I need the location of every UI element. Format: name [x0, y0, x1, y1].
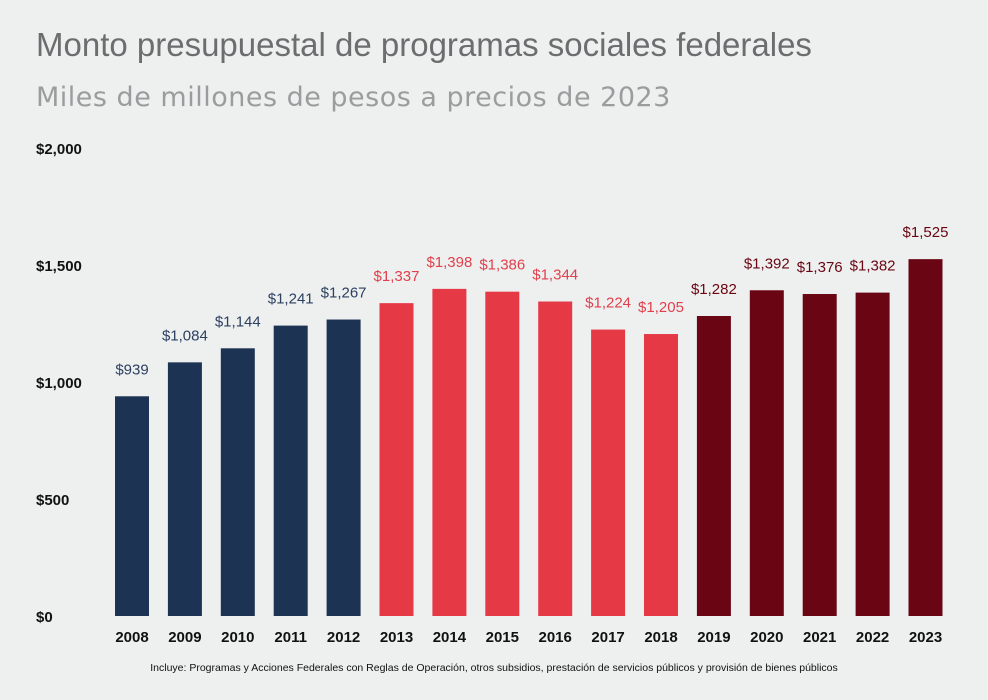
x-tick-label: 2008	[115, 629, 148, 646]
chart-title: Monto presupuestal de programas sociales…	[36, 26, 812, 63]
x-tick-label: 2010	[221, 629, 254, 646]
chart-note: Incluye: Programas y Acciones Federales …	[150, 662, 838, 674]
data-label-2017: $1,224	[585, 295, 631, 312]
x-tick-label: 2019	[697, 629, 730, 646]
x-tick-label: 2023	[909, 629, 942, 646]
data-label-2019: $1,282	[691, 281, 737, 298]
bar-2016	[538, 301, 573, 616]
x-tick-label: 2011	[274, 629, 307, 646]
data-label-2014: $1,398	[426, 254, 472, 271]
x-tick-label: 2018	[644, 629, 677, 646]
data-label-2008: $939	[115, 361, 148, 378]
data-label-2018: $1,205	[638, 299, 684, 316]
y-tick-label: $0	[36, 609, 53, 626]
x-tick-label: 2015	[486, 629, 519, 646]
x-tick-label: 2009	[168, 629, 201, 646]
data-label-2012: $1,267	[321, 285, 367, 302]
data-label-2022: $1,382	[850, 258, 896, 275]
bar-2021	[802, 294, 837, 616]
bar-2017	[591, 329, 626, 616]
data-label-2010: $1,144	[215, 313, 261, 330]
bar-2013	[379, 303, 414, 616]
data-label-2023: $1,525	[903, 224, 949, 241]
y-tick-label: $1,500	[36, 258, 82, 275]
bar-2018	[644, 334, 678, 616]
x-tick-label: 2016	[539, 629, 572, 646]
bar-2010	[220, 348, 255, 616]
data-label-2016: $1,344	[532, 267, 578, 284]
bar-2012	[326, 319, 361, 616]
bar-2022	[855, 292, 890, 616]
x-tick-label: 2012	[327, 629, 360, 646]
bar-2019	[696, 316, 731, 616]
chart-subtitle: Miles de millones de pesos a precios de …	[36, 82, 671, 113]
bar-2014	[432, 288, 467, 616]
bar-2015	[485, 291, 520, 616]
x-tick-label: 2020	[750, 629, 783, 646]
x-tick-label: 2017	[591, 629, 624, 646]
bar-2020	[749, 290, 784, 616]
x-tick-label: 2022	[856, 629, 889, 646]
bar-2009	[167, 362, 202, 616]
x-tick-label: 2013	[380, 629, 413, 646]
data-label-2013: $1,337	[374, 268, 420, 285]
data-label-2020: $1,392	[744, 255, 790, 272]
bar-2023	[908, 259, 943, 616]
data-label-2021: $1,376	[797, 259, 843, 276]
y-tick-label: $500	[36, 492, 69, 509]
bar-2011	[273, 325, 308, 616]
data-label-2011: $1,241	[268, 291, 314, 308]
y-tick-label: $2,000	[36, 141, 82, 158]
x-tick-label: 2021	[803, 629, 836, 646]
x-tick-label: 2014	[433, 629, 467, 646]
data-label-2009: $1,084	[162, 327, 208, 344]
data-label-2015: $1,386	[479, 257, 525, 274]
bar-2008	[115, 396, 149, 616]
y-tick-label: $1,000	[36, 375, 82, 392]
